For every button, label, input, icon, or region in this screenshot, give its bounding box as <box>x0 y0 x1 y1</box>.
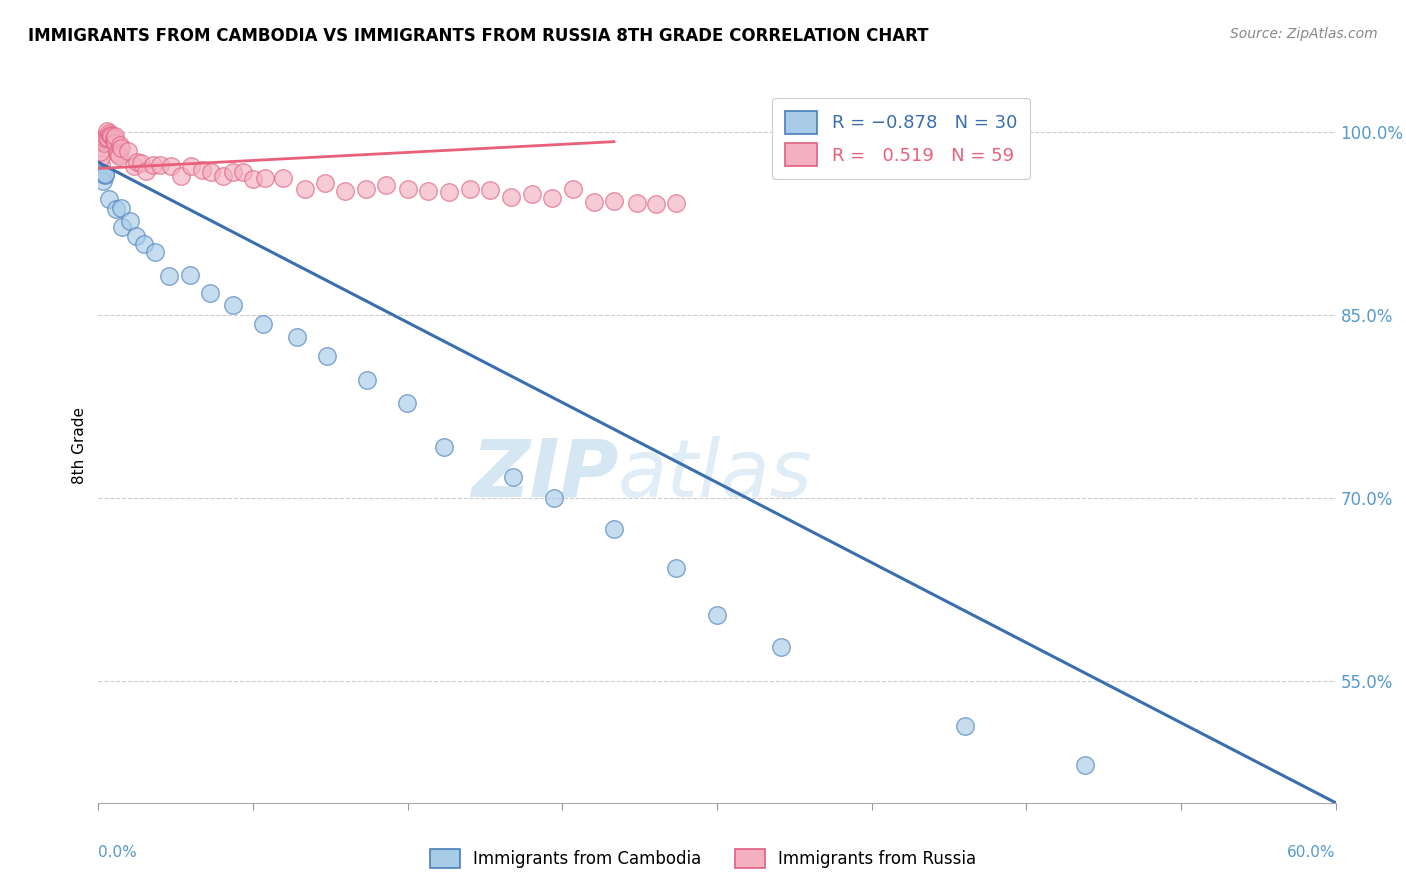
Point <box>198 285 221 300</box>
Point <box>107 147 129 161</box>
Point <box>122 159 145 173</box>
Point <box>396 396 419 410</box>
Point <box>98 192 121 206</box>
Point <box>101 128 124 143</box>
Point <box>91 133 114 147</box>
Point <box>242 171 264 186</box>
Point <box>97 131 120 145</box>
Point <box>499 190 522 204</box>
Point <box>93 131 115 145</box>
Point <box>626 195 648 210</box>
Text: ZIP: ZIP <box>471 435 619 514</box>
Text: 0.0%: 0.0% <box>98 846 138 861</box>
Point <box>169 169 191 183</box>
Point <box>253 170 276 185</box>
Point <box>108 138 131 153</box>
Point <box>562 182 585 196</box>
Legend: R = −0.878   N = 30, R =   0.519   N = 59: R = −0.878 N = 30, R = 0.519 N = 59 <box>772 98 1029 179</box>
Point <box>108 148 131 162</box>
Point <box>179 268 201 282</box>
Point <box>433 440 456 454</box>
Point <box>333 184 356 198</box>
Point <box>271 170 294 185</box>
Point <box>104 129 127 144</box>
Point <box>142 158 165 172</box>
Point <box>212 169 235 183</box>
Point <box>221 165 243 179</box>
Text: IMMIGRANTS FROM CAMBODIA VS IMMIGRANTS FROM RUSSIA 8TH GRADE CORRELATION CHART: IMMIGRANTS FROM CAMBODIA VS IMMIGRANTS F… <box>28 27 928 45</box>
Point <box>110 141 132 155</box>
Point <box>200 165 222 179</box>
Text: atlas: atlas <box>619 435 813 514</box>
Point <box>706 608 728 623</box>
Point <box>770 640 793 655</box>
Point <box>135 164 157 178</box>
Point <box>93 136 115 150</box>
Point <box>90 157 112 171</box>
Text: 60.0%: 60.0% <box>1288 846 1336 861</box>
Point <box>439 185 461 199</box>
Point <box>143 244 166 259</box>
Point <box>354 182 377 196</box>
Point <box>458 181 481 195</box>
Point <box>314 176 336 190</box>
Text: Source: ZipAtlas.com: Source: ZipAtlas.com <box>1230 27 1378 41</box>
Point <box>294 182 316 196</box>
Point <box>416 184 439 198</box>
Point <box>356 373 378 387</box>
Point <box>603 194 626 209</box>
Point <box>125 229 148 244</box>
Point <box>91 167 114 181</box>
Point <box>502 470 524 484</box>
Point <box>665 196 688 211</box>
Point <box>104 202 127 216</box>
Point <box>110 219 132 234</box>
Point <box>602 522 624 536</box>
Point <box>94 167 117 181</box>
Point <box>953 719 976 733</box>
Point <box>98 128 121 142</box>
Point <box>665 561 688 575</box>
Point <box>583 194 606 209</box>
Point <box>97 126 120 140</box>
Point <box>160 160 183 174</box>
Point <box>91 174 114 188</box>
Point <box>131 155 153 169</box>
Point <box>96 123 118 137</box>
Point <box>94 168 117 182</box>
Point <box>1074 758 1097 772</box>
Point <box>125 155 148 169</box>
Point <box>252 318 274 332</box>
Point <box>89 145 111 159</box>
Point <box>180 159 202 173</box>
Point <box>645 197 668 211</box>
Point <box>157 268 180 283</box>
Point <box>105 145 128 159</box>
Point <box>285 330 308 344</box>
Point <box>479 183 502 197</box>
Point <box>232 165 254 179</box>
Point <box>396 181 419 195</box>
Point <box>110 201 132 215</box>
Point <box>375 178 398 192</box>
Point <box>103 131 125 145</box>
Point <box>94 130 117 145</box>
Point <box>104 136 127 150</box>
Point <box>103 134 125 148</box>
Legend: Immigrants from Cambodia, Immigrants from Russia: Immigrants from Cambodia, Immigrants fro… <box>423 842 983 875</box>
Point <box>134 236 156 251</box>
Point <box>90 150 112 164</box>
Point <box>540 191 562 205</box>
Point <box>190 163 212 178</box>
Point <box>520 187 543 202</box>
Point <box>100 129 122 144</box>
Point <box>117 144 139 158</box>
Point <box>120 214 142 228</box>
Point <box>543 491 565 505</box>
Point <box>222 298 245 312</box>
Y-axis label: 8th Grade: 8th Grade <box>72 408 87 484</box>
Point <box>316 349 339 363</box>
Point <box>149 158 172 172</box>
